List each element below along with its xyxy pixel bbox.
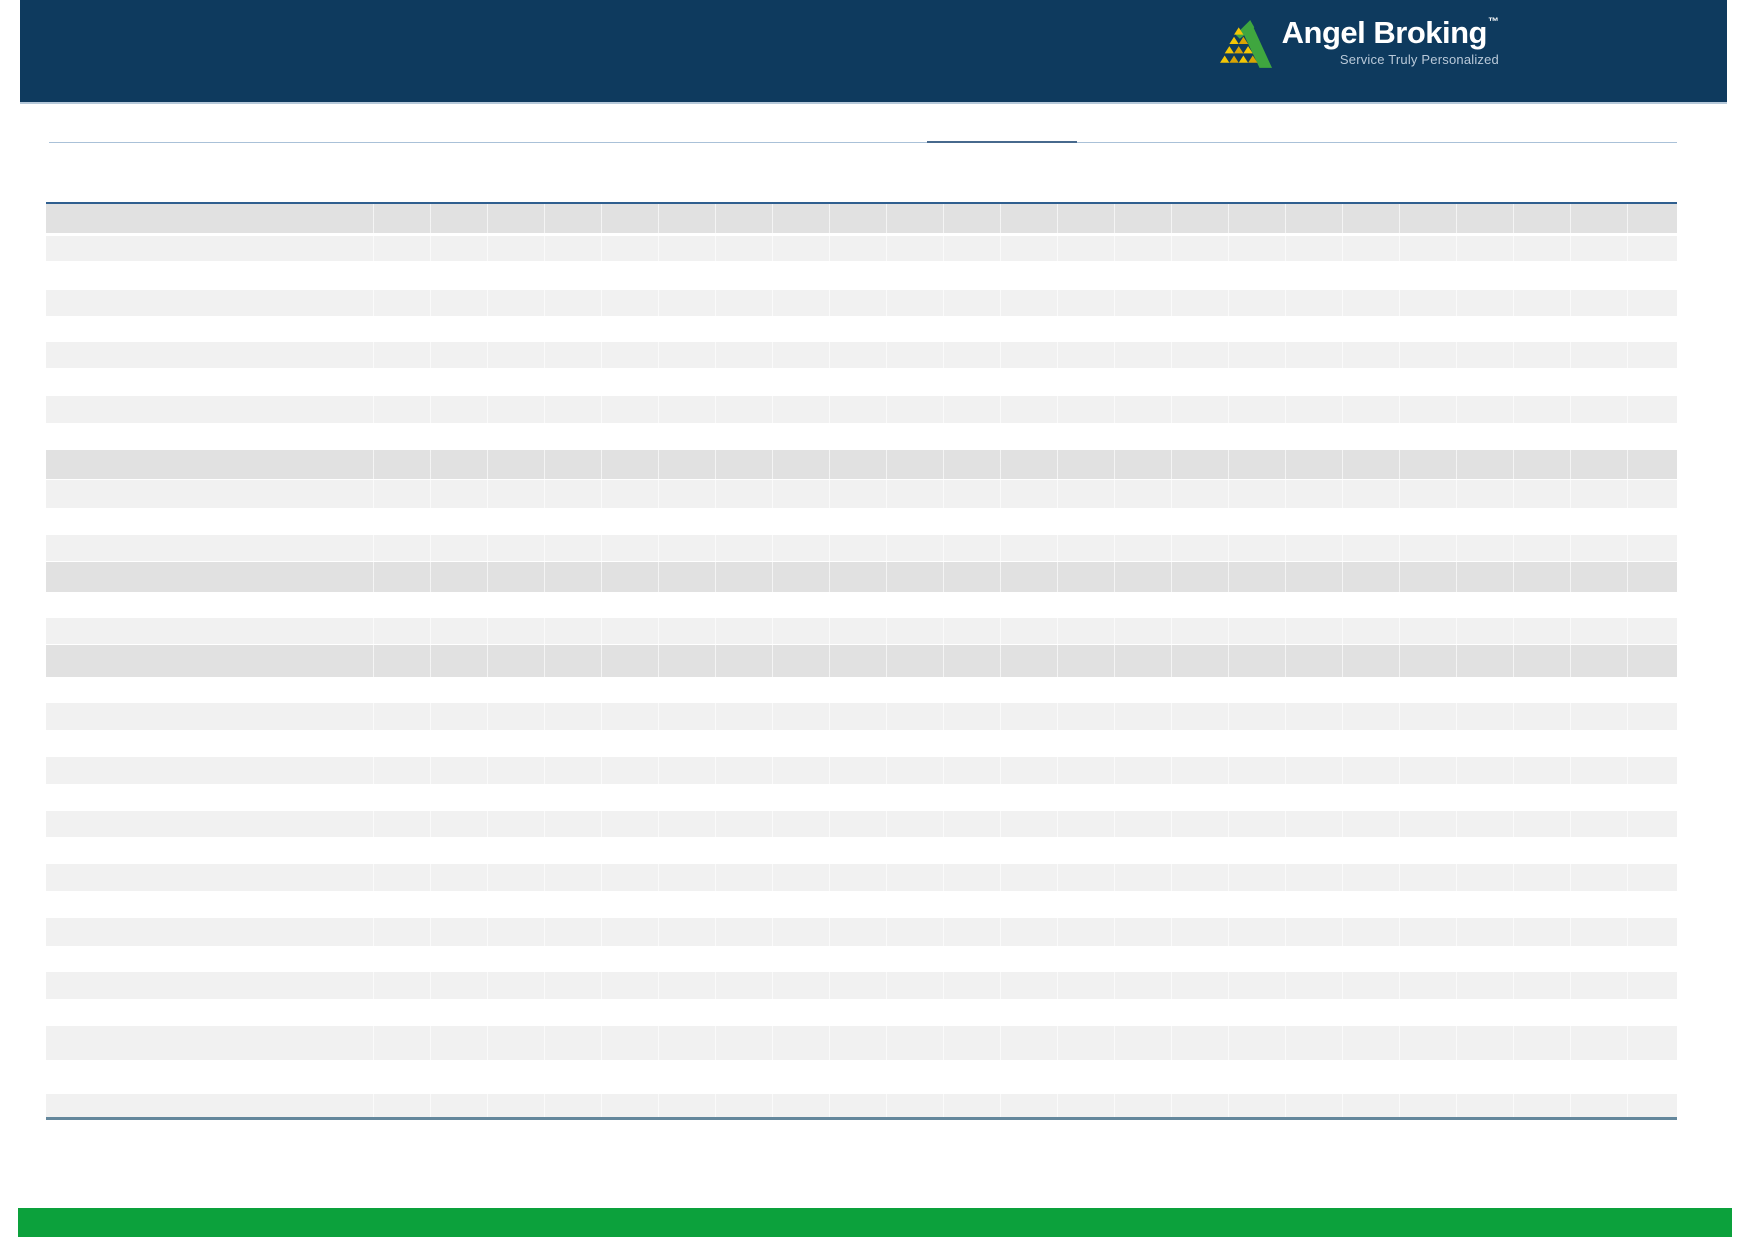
table-row [46,535,1677,561]
data-table [46,160,1677,1140]
column-separators [373,618,1677,644]
section-rule [49,141,1677,143]
column-separators [373,864,1677,891]
column-separators [373,811,1677,837]
table-row [46,1026,1677,1060]
table-row [46,480,1677,508]
trademark-symbol: ™ [1488,15,1499,28]
column-separators [373,480,1677,508]
table-row [46,204,1677,233]
table-row [46,562,1677,592]
table-row [46,618,1677,644]
column-separators [373,645,1677,677]
table-row [46,757,1677,784]
table-row [46,450,1677,479]
table-bottom-border [46,1117,1677,1120]
column-separators [373,757,1677,784]
column-separators [373,535,1677,561]
column-separators [373,1026,1677,1060]
column-separators [373,918,1677,946]
column-separators [373,236,1677,261]
table-top-border [46,202,1677,204]
column-separators [373,290,1677,316]
brand-logo: Angel Broking™ Service Truly Personalize… [1219,16,1499,78]
column-separators [373,562,1677,592]
table-row [46,972,1677,999]
section-rule-dark-segment [927,141,1077,143]
column-separators [373,450,1677,479]
header-underline [20,102,1727,104]
footer-bar [18,1208,1732,1237]
table-row [46,342,1677,368]
header-band: Angel Broking™ Service Truly Personalize… [20,0,1727,102]
brand-name-label: Angel Broking [1281,15,1488,50]
angel-broking-pyramid-icon [1219,20,1272,68]
table-row [46,864,1677,891]
table-row [46,918,1677,946]
table-row [46,1094,1677,1117]
brand-name: Angel Broking™ [1282,16,1499,50]
table-row [46,396,1677,423]
table-row [46,236,1677,261]
column-separators [373,204,1677,233]
table-row [46,290,1677,316]
column-separators [373,342,1677,368]
column-separators [373,703,1677,730]
brand-text: Angel Broking™ Service Truly Personalize… [1282,16,1499,68]
table-row [46,703,1677,730]
column-separators [373,972,1677,999]
column-separators [373,1094,1677,1117]
column-separators [373,396,1677,423]
brand-tagline: Service Truly Personalized [1339,52,1499,67]
table-row [46,811,1677,837]
table-row [46,645,1677,677]
